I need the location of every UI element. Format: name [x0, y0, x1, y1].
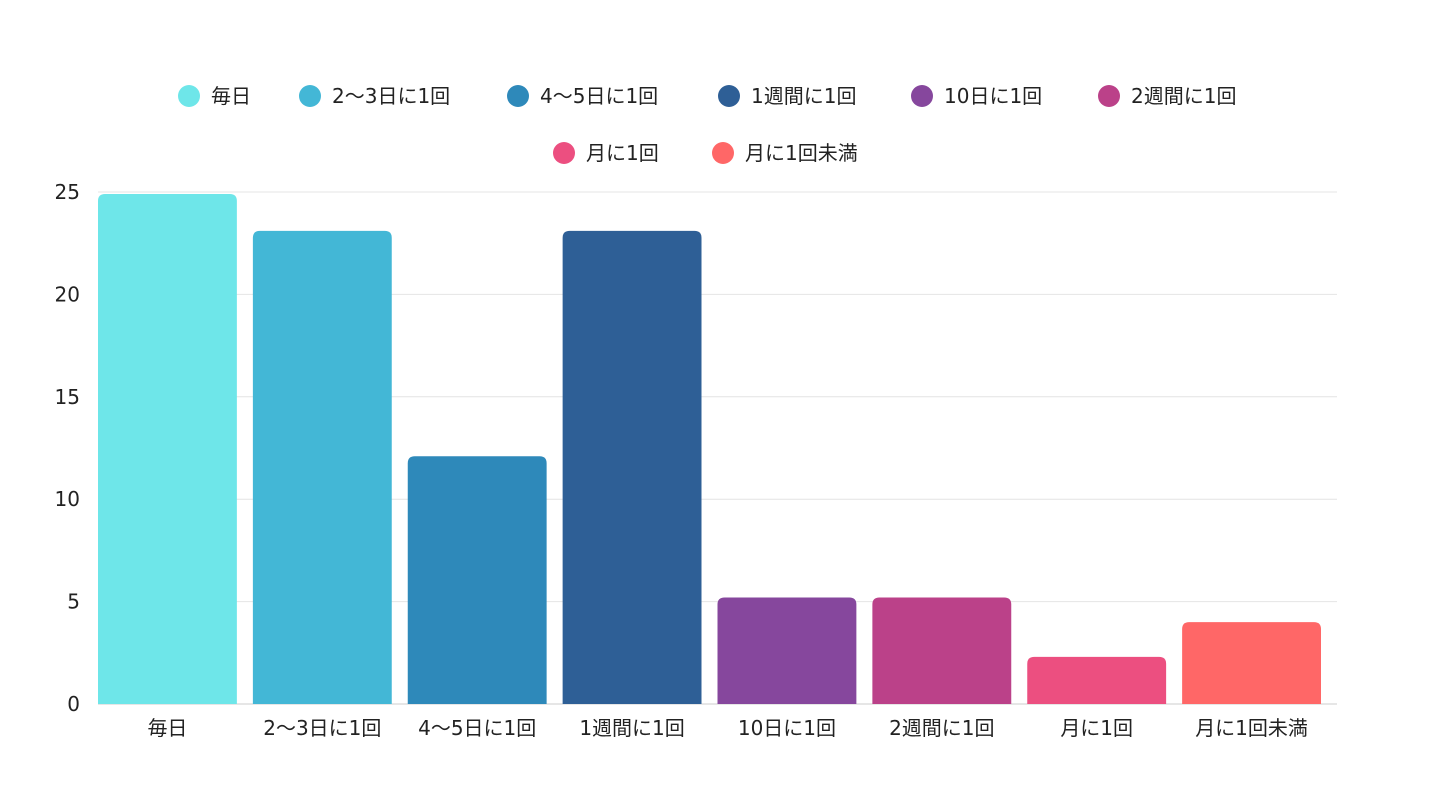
legend-swatch — [718, 85, 740, 107]
bar — [252, 230, 392, 705]
x-tick-label: 月に1回 — [1060, 716, 1133, 740]
y-tick-label: 20 — [55, 282, 80, 306]
bars — [98, 194, 1321, 705]
bar — [98, 194, 237, 704]
x-tick-label: 毎日 — [147, 716, 187, 740]
legend-label: 4〜5日に1回 — [540, 84, 658, 108]
legend-label: 月に1回 — [586, 141, 659, 165]
legend-label: 毎日 — [211, 84, 251, 108]
legend-swatch — [299, 85, 321, 107]
x-tick-label: 2週間に1回 — [889, 716, 994, 740]
legend-swatch — [911, 85, 933, 107]
legend-label: 月に1回未満 — [745, 141, 858, 165]
y-tick-label: 5 — [67, 590, 80, 614]
legend-swatch — [1098, 85, 1120, 107]
legend-swatch — [507, 85, 529, 107]
y-tick-label: 0 — [67, 692, 80, 716]
legend-swatch — [178, 85, 200, 107]
y-tick-label: 15 — [55, 385, 80, 409]
x-tick-label: 4〜5日に1回 — [418, 716, 536, 740]
x-tick-label: 10日に1回 — [738, 716, 836, 740]
bar — [717, 597, 857, 704]
bar — [872, 597, 1012, 704]
y-axis: 0 5 10 15 20 25 — [55, 180, 80, 716]
legend-label: 10日に1回 — [944, 84, 1042, 108]
x-tick-label: 月に1回未満 — [1195, 716, 1308, 740]
bar — [562, 230, 702, 705]
legend-swatch — [712, 142, 734, 164]
bar — [1027, 656, 1167, 704]
legend-swatch — [553, 142, 575, 164]
legend-label: 2〜3日に1回 — [332, 84, 450, 108]
x-tick-label: 2〜3日に1回 — [263, 716, 381, 740]
bar — [1182, 622, 1321, 704]
legend-label: 1週間に1回 — [751, 84, 856, 108]
bar — [407, 456, 547, 704]
y-tick-label: 25 — [55, 180, 80, 204]
y-tick-label: 10 — [55, 487, 80, 511]
legend-label: 2週間に1回 — [1131, 84, 1236, 108]
x-axis: 毎日 2〜3日に1回 4〜5日に1回 1週間に1回 10日に1回 2週間に1回 月に1回 月に… — [147, 716, 1307, 740]
x-tick-label: 1週間に1回 — [579, 716, 684, 740]
